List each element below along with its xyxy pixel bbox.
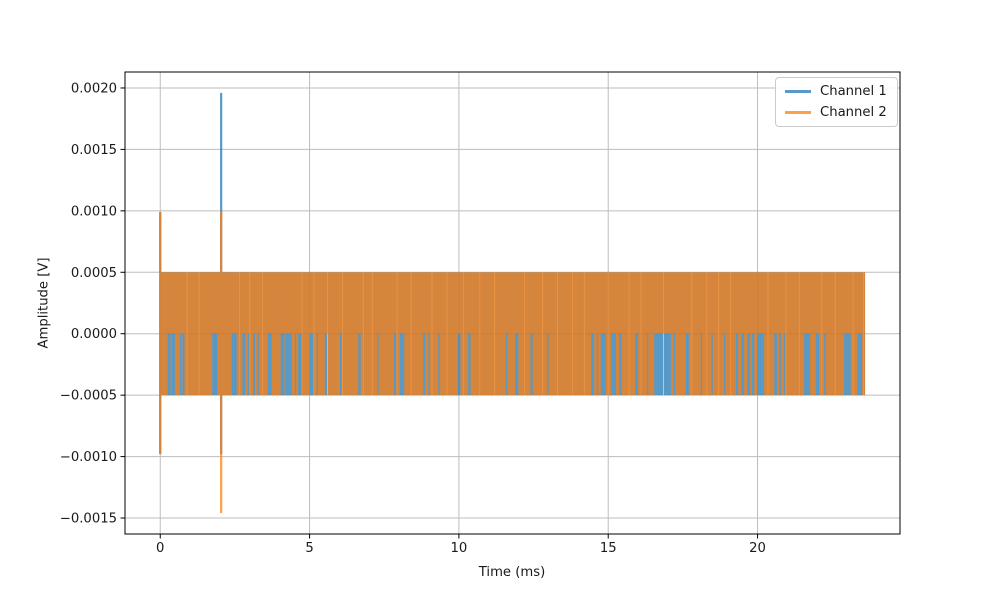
channel-2-lower-segment xyxy=(548,333,592,396)
channel-2-lower-segment xyxy=(341,333,359,396)
legend: Channel 1 Channel 2 xyxy=(775,77,898,127)
channel-2-lower-segment xyxy=(378,333,395,396)
channel-2-lower-segment xyxy=(245,333,248,396)
channel-2-lower-segment xyxy=(429,333,439,396)
channel-2-line-swatch xyxy=(785,111,811,114)
channel-2-lower-segment xyxy=(862,333,866,396)
channel-2-lower-segment xyxy=(810,333,816,396)
channel-2-lower-segment xyxy=(638,333,648,396)
channel-2-lower-segment xyxy=(184,333,213,396)
channel-2-lower-segment xyxy=(470,333,507,396)
channel-2-lower-segment xyxy=(181,333,183,396)
y-tick-label: 0.0010 xyxy=(71,204,117,219)
channel-2-lower-segment xyxy=(313,333,317,396)
channel-2-lower-segment xyxy=(249,333,254,396)
channel-2-lower-segment xyxy=(327,333,341,396)
channel-2-lower-segment xyxy=(785,333,805,396)
x-axis-title: Time (ms) xyxy=(478,565,546,580)
y-tick-label: 0.0015 xyxy=(71,143,117,158)
channel-2-spike xyxy=(159,212,162,455)
channel-2-lower-segment xyxy=(621,333,636,396)
channel-2-lower-segment xyxy=(725,333,736,396)
x-tick-label: 10 xyxy=(451,541,468,556)
y-tick-label: 0.0000 xyxy=(71,327,117,342)
channel-2-lower-segment xyxy=(738,333,742,396)
channel-2-lower-segment xyxy=(712,333,725,396)
channel-2-lower-segment xyxy=(507,333,516,396)
channel-2-lower-segment xyxy=(750,333,752,396)
channel-2-lower-segment xyxy=(688,333,701,396)
channel-2-label: Channel 2 xyxy=(820,105,887,120)
channel-2-lower-segment xyxy=(284,333,286,396)
channel-2-spike xyxy=(220,210,223,514)
channel-2-lower-segment xyxy=(670,333,674,396)
channel-2-lower-segment xyxy=(160,333,168,396)
channel-2-lower-segment xyxy=(301,333,310,396)
channel-2-upper-band xyxy=(160,272,866,334)
channel-2-lower-segment xyxy=(532,333,548,396)
channel-2-lower-segment xyxy=(825,333,845,396)
y-tick-label: −0.0010 xyxy=(60,450,117,465)
channel-2-trace xyxy=(159,210,866,514)
channel-2-lower-segment xyxy=(675,333,686,396)
legend-item-channel-2: Channel 2 xyxy=(785,105,887,120)
channel-1-label: Channel 1 xyxy=(820,84,887,99)
channel-2-lower-segment xyxy=(780,333,785,396)
channel-2-lower-segment xyxy=(518,333,531,396)
channel-2-lower-segment xyxy=(605,333,611,396)
channel-2-lower-segment xyxy=(271,333,281,396)
channel-2-lower-segment xyxy=(648,333,655,396)
y-tick-label: 0.0005 xyxy=(71,266,117,281)
channel-2-lower-segment xyxy=(460,333,469,396)
y-tick-label: 0.0020 xyxy=(71,81,117,96)
legend-item-channel-1: Channel 1 xyxy=(785,84,887,99)
channel-2-lower-segment xyxy=(744,333,748,396)
channel-2-lower-segment xyxy=(258,333,268,396)
channel-2-lower-segment xyxy=(776,333,780,396)
channel-2-lower-segment xyxy=(594,333,597,396)
channel-2-lower-segment xyxy=(615,333,620,396)
channel-2-lower-segment xyxy=(404,333,424,396)
channel-2-lower-segment xyxy=(236,333,243,396)
channel-2-lower-segment xyxy=(174,333,180,396)
plot-border xyxy=(124,71,901,535)
x-tick-label: 0 xyxy=(156,541,164,556)
x-tick-label: 20 xyxy=(749,541,766,556)
channel-2-lower-segment xyxy=(598,333,601,396)
channel-2-lower-segment xyxy=(217,333,232,396)
channel-2-lower-segment xyxy=(296,333,299,396)
channel-2-lower-segment xyxy=(850,333,858,396)
channel-1-line-swatch xyxy=(785,90,811,93)
x-tick-label: 15 xyxy=(600,541,617,556)
channel-2-lower-segment xyxy=(764,333,775,396)
x-tick-label: 5 xyxy=(305,541,313,556)
channel-2-lower-segment xyxy=(254,333,258,396)
channel-2-lower-segment xyxy=(360,333,378,396)
channel-2-lower-segment xyxy=(439,333,458,396)
channel-2-lower-segment xyxy=(317,333,325,396)
y-tick-label: −0.0015 xyxy=(60,512,117,527)
channel-2-lower-segment xyxy=(754,333,758,396)
channel-2-lower-segment xyxy=(819,333,825,396)
channel-2-lower-segment xyxy=(701,333,712,396)
y-axis-title: Amplitude [V] xyxy=(36,257,52,349)
y-tick-label: −0.0005 xyxy=(60,389,117,404)
channel-2-lower-segment xyxy=(170,333,172,396)
channel-2-lower-segment xyxy=(425,333,429,396)
channel-2-lower-segment xyxy=(396,333,401,396)
channel-2-lower-segment xyxy=(291,333,295,396)
